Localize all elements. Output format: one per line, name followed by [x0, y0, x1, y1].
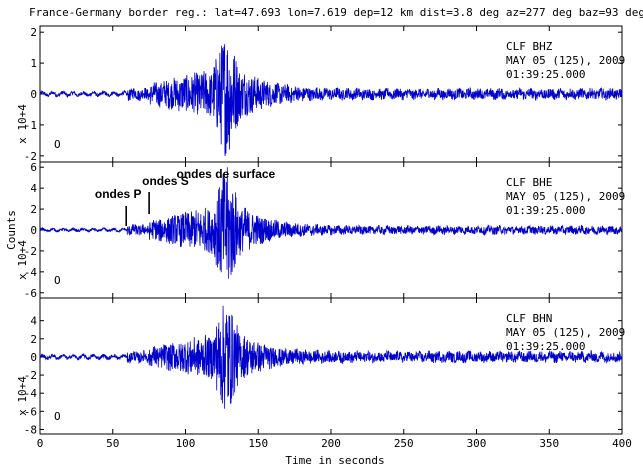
- waveform-trace: [39, 305, 623, 409]
- annotation-ondes-s: ondes S: [142, 174, 189, 188]
- y-tick-label: 1: [30, 57, 37, 70]
- y-tick-label: -6: [24, 287, 37, 300]
- x-tick-label: 350: [539, 437, 559, 450]
- record-time: 01:39:25.000: [506, 340, 585, 353]
- x-tick-label: 300: [467, 437, 487, 450]
- waveform-trace: [39, 44, 623, 156]
- event-marker: O: [54, 274, 61, 287]
- y-tick-label: -1: [24, 119, 37, 132]
- x-tick-label: 250: [394, 437, 414, 450]
- y-tick-label: -4: [24, 266, 38, 279]
- x-tick-label: 0: [37, 437, 44, 450]
- event-marker: O: [54, 410, 61, 423]
- chart-title: France-Germany border reg.: lat=47.693 l…: [29, 6, 643, 19]
- event-marker: O: [54, 138, 61, 151]
- x-tick-label: 100: [176, 437, 196, 450]
- scale-label: x 10+4: [16, 240, 29, 280]
- y-tick-label: -8: [24, 423, 37, 436]
- x-tick-label: 50: [106, 437, 119, 450]
- y-tick-label: 0: [30, 224, 37, 237]
- y-tick-label: -2: [24, 245, 37, 258]
- record-time: 01:39:25.000: [506, 68, 585, 81]
- y-tick-label: -4: [24, 387, 38, 400]
- scale-label: x 10+4: [16, 104, 29, 144]
- y-tick-label: -2: [24, 369, 37, 382]
- record-date: MAY 05 (125), 2009: [506, 326, 625, 339]
- y-tick-label: 4: [30, 182, 37, 195]
- y-tick-label: 6: [30, 161, 37, 174]
- annotation-ondes-surface: ondes de surface: [177, 167, 276, 181]
- station-channel: CLF BHE: [506, 176, 552, 189]
- y-axis-label: Counts: [5, 210, 18, 250]
- y-tick-label: 2: [30, 26, 37, 39]
- record-date: MAY 05 (125), 2009: [506, 54, 625, 67]
- scale-label: x 10+4: [16, 376, 29, 416]
- x-tick-label: 400: [612, 437, 632, 450]
- x-tick-label: 200: [321, 437, 341, 450]
- x-tick-label: 150: [248, 437, 268, 450]
- y-tick-label: 2: [30, 333, 37, 346]
- y-tick-label: 0: [30, 351, 37, 364]
- y-tick-label: -6: [24, 405, 37, 418]
- record-time: 01:39:25.000: [506, 204, 585, 217]
- y-tick-label: 2: [30, 203, 37, 216]
- annotation-ondes-p: ondes P: [95, 187, 142, 201]
- y-tick-label: -2: [24, 150, 37, 163]
- station-channel: CLF BHZ: [506, 40, 553, 53]
- x-axis-label: Time in seconds: [285, 454, 384, 467]
- waveform-trace: [39, 167, 623, 279]
- y-tick-label: 4: [30, 315, 37, 328]
- y-tick-label: 0: [30, 88, 37, 101]
- record-date: MAY 05 (125), 2009: [506, 190, 625, 203]
- station-channel: CLF BHN: [506, 312, 552, 325]
